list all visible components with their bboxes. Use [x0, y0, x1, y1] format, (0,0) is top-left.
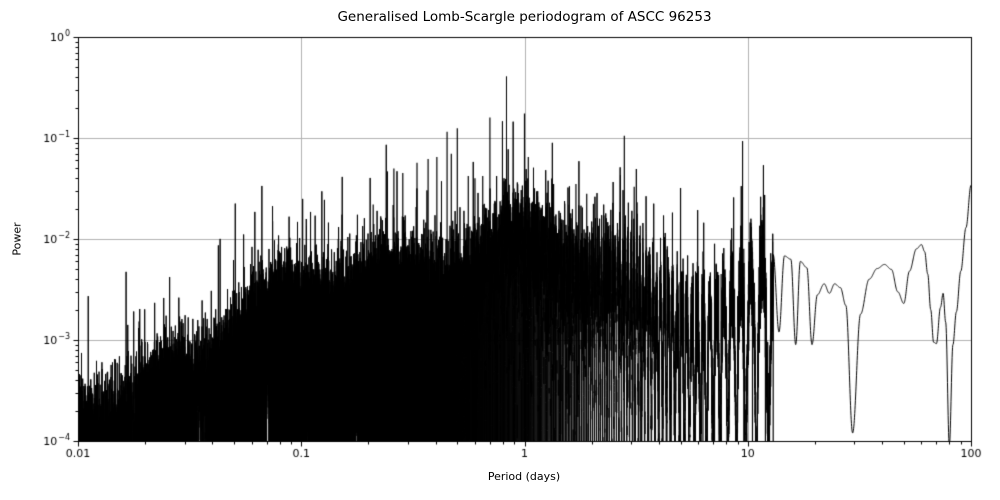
x-axis-label: Period (days) — [487, 470, 561, 483]
y-axis-label: Power — [10, 222, 24, 256]
chart-title: Generalised Lomb-Scargle periodogram of … — [337, 9, 712, 25]
